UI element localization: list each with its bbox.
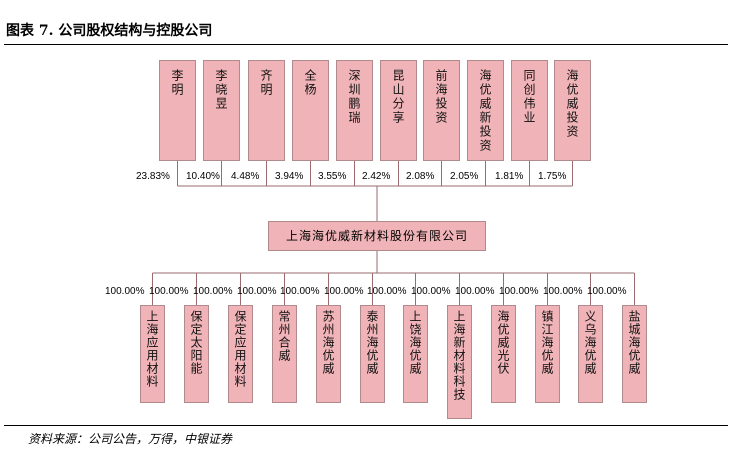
shareholder-box: 海优威投资	[554, 60, 591, 161]
subsidiary-pct: 100.00%	[193, 286, 233, 297]
subsidiary-name: 保定太阳能	[189, 310, 203, 375]
shareholder-box: 昆山分享	[380, 60, 417, 161]
subsidiary-box: 保定太阳能	[184, 305, 209, 403]
subsidiary-pct: 100.00%	[105, 286, 145, 297]
subsidiary-name: 镇江海优威	[540, 310, 554, 375]
shareholder-name: 全杨	[303, 69, 317, 97]
shareholder-pct: 3.55%	[318, 171, 347, 182]
bottom-rule	[4, 425, 728, 426]
subsidiary-name: 盐城海优威	[627, 310, 641, 375]
subsidiary-name: 上海应用材料	[145, 310, 159, 388]
subsidiary-pct: 100.00%	[367, 286, 407, 297]
source-note: 资料来源：公司公告，万得，中银证券	[28, 432, 233, 446]
figure-title: 图表 7. 公司股权结构与控股公司	[6, 23, 213, 39]
subsidiary-pct: 100.00%	[280, 286, 320, 297]
subsidiary-box: 上海新材料科技	[447, 305, 472, 419]
shareholder-box: 李明	[159, 60, 196, 161]
subsidiary-name: 保定应用材料	[233, 310, 247, 388]
shareholder-name: 前海投资	[434, 69, 448, 125]
shareholder-pct: 2.05%	[450, 171, 479, 182]
subsidiary-name: 常州合威	[277, 310, 291, 362]
shareholder-box: 海优威新投资	[467, 60, 504, 161]
shareholder-name: 深圳鹏瑞	[347, 69, 361, 125]
subsidiary-pct: 100.00%	[411, 286, 451, 297]
subsidiary-name: 上海新材料科技	[452, 310, 466, 401]
subsidiary-box: 义乌海优威	[578, 305, 603, 403]
shareholder-pct: 23.83%	[136, 171, 170, 182]
shareholder-pct: 2.08%	[406, 171, 435, 182]
subsidiary-name: 泰州海优威	[365, 310, 379, 375]
top-rule	[4, 44, 728, 45]
subsidiary-box: 泰州海优威	[360, 305, 385, 403]
shareholder-pct: 3.94%	[275, 171, 304, 182]
shareholder-name: 海优威新投资	[478, 69, 492, 153]
subsidiary-pct: 100.00%	[499, 286, 539, 297]
subsidiary-pct: 100.00%	[324, 286, 364, 297]
subsidiary-box: 上饶海优威	[403, 305, 428, 403]
shareholder-name: 海优威投资	[565, 69, 579, 139]
subsidiary-pct: 100.00%	[149, 286, 189, 297]
subsidiary-pct: 100.00%	[455, 286, 495, 297]
shareholder-name: 李明	[170, 69, 184, 97]
shareholder-name: 李晓昱	[214, 69, 228, 111]
shareholder-pct: 4.48%	[231, 171, 260, 182]
shareholder-box: 同创伟业	[511, 60, 548, 161]
subsidiary-box: 苏州海优威	[316, 305, 341, 403]
shareholder-box: 前海投资	[423, 60, 460, 161]
shareholder-box: 深圳鹏瑞	[336, 60, 373, 161]
subsidiary-name: 上饶海优威	[408, 310, 422, 375]
subsidiary-box: 上海应用材料	[140, 305, 165, 403]
subsidiary-name: 义乌海优威	[583, 310, 597, 375]
subsidiary-name: 苏州海优威	[321, 310, 335, 375]
shareholder-pct: 10.40%	[186, 171, 220, 182]
shareholder-box: 全杨	[292, 60, 329, 161]
shareholder-name: 昆山分享	[391, 69, 405, 125]
shareholder-box: 齐明	[248, 60, 285, 161]
shareholder-name: 同创伟业	[522, 69, 536, 125]
shareholder-name: 齐明	[259, 69, 273, 97]
subsidiary-pct: 100.00%	[587, 286, 627, 297]
shareholder-pct: 1.81%	[495, 171, 524, 182]
shareholder-pct: 1.75%	[538, 171, 567, 182]
shareholder-pct: 2.42%	[362, 171, 391, 182]
subsidiary-pct: 100.00%	[237, 286, 277, 297]
subsidiary-box: 镇江海优威	[535, 305, 560, 403]
subsidiary-box: 盐城海优威	[622, 305, 647, 403]
shareholder-box: 李晓昱	[203, 60, 240, 161]
subsidiary-name: 海优威光伏	[496, 310, 510, 375]
subsidiary-box: 海优威光伏	[491, 305, 516, 403]
subsidiary-box: 保定应用材料	[228, 305, 253, 403]
subsidiary-pct: 100.00%	[543, 286, 583, 297]
subsidiary-box: 常州合威	[272, 305, 297, 403]
company-box: 上海海优威新材料股份有限公司	[268, 221, 486, 251]
